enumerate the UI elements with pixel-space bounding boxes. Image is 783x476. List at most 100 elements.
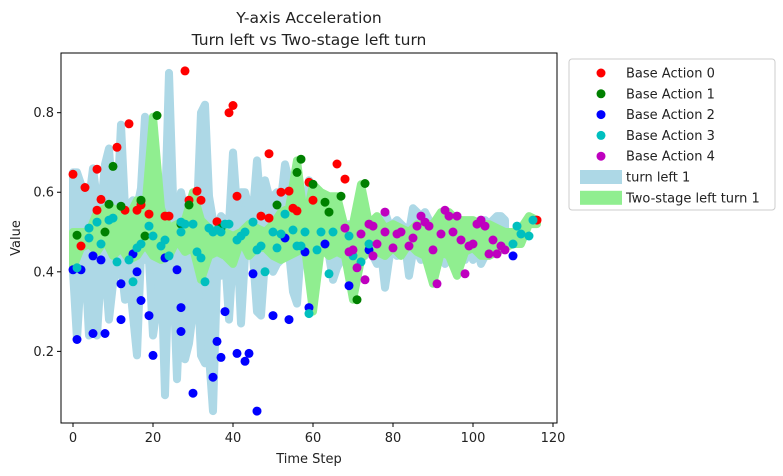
legend: Base Action 0Base Action 1Base Action 2B… bbox=[569, 59, 775, 210]
point-base-action-2 bbox=[213, 337, 222, 346]
x-tick-label: 120 bbox=[541, 431, 566, 446]
point-base-action-4 bbox=[381, 228, 390, 237]
point-base-action-4 bbox=[461, 269, 470, 278]
point-base-action-4 bbox=[469, 240, 478, 249]
point-base-action-4 bbox=[341, 224, 350, 233]
point-base-action-3 bbox=[189, 220, 198, 229]
legend-marker bbox=[597, 69, 606, 78]
y-axis: 0.2 0.4 0.6 0.8 bbox=[33, 106, 61, 360]
point-base-action-4 bbox=[397, 228, 406, 237]
x-tick-label: 80 bbox=[385, 431, 402, 446]
point-base-action-3 bbox=[517, 230, 526, 239]
point-base-action-1 bbox=[117, 202, 126, 211]
chart-title-group: Y-axis Acceleration Turn left vs Two-sta… bbox=[191, 9, 427, 49]
x-tick-label: 40 bbox=[225, 431, 242, 446]
legend-marker bbox=[597, 89, 606, 98]
point-base-action-0 bbox=[293, 206, 302, 215]
legend-label: Base Action 4 bbox=[626, 150, 715, 165]
legend-swatch bbox=[580, 170, 622, 184]
point-base-action-4 bbox=[449, 228, 458, 237]
point-base-action-2 bbox=[241, 357, 250, 366]
point-base-action-2 bbox=[149, 351, 158, 360]
legend-marker bbox=[597, 152, 606, 161]
y-tick-label: 0.4 bbox=[33, 265, 54, 280]
point-base-action-0 bbox=[77, 242, 86, 251]
point-base-action-3 bbox=[241, 228, 250, 237]
point-base-action-2 bbox=[285, 315, 294, 324]
point-base-action-4 bbox=[433, 279, 442, 288]
x-tick-label: 100 bbox=[461, 431, 486, 446]
point-base-action-4 bbox=[489, 236, 498, 245]
point-base-action-4 bbox=[381, 208, 390, 217]
point-base-action-4 bbox=[389, 243, 398, 252]
point-base-action-2 bbox=[269, 311, 278, 320]
point-base-action-3 bbox=[249, 218, 258, 227]
point-base-action-4 bbox=[453, 212, 462, 221]
point-base-action-2 bbox=[89, 251, 98, 260]
point-base-action-1 bbox=[185, 201, 194, 210]
point-base-action-0 bbox=[341, 175, 350, 184]
point-base-action-4 bbox=[429, 245, 438, 254]
point-base-action-2 bbox=[73, 335, 82, 344]
point-base-action-0 bbox=[125, 119, 134, 128]
point-base-action-0 bbox=[193, 187, 202, 196]
point-base-action-2 bbox=[117, 279, 126, 288]
point-base-action-0 bbox=[197, 196, 206, 205]
point-base-action-3 bbox=[525, 232, 534, 241]
point-base-action-3 bbox=[281, 210, 290, 219]
point-base-action-4 bbox=[457, 236, 466, 245]
point-base-action-3 bbox=[137, 240, 146, 249]
point-base-action-2 bbox=[137, 296, 146, 305]
point-base-action-0 bbox=[165, 212, 174, 221]
point-base-action-2 bbox=[101, 329, 110, 338]
point-base-action-0 bbox=[277, 188, 286, 197]
point-base-action-0 bbox=[333, 160, 342, 169]
point-base-action-4 bbox=[369, 251, 378, 260]
x-tick-label: 0 bbox=[69, 431, 77, 446]
x-axis-label: Time Step bbox=[275, 452, 342, 467]
point-base-action-3 bbox=[313, 245, 322, 254]
point-base-action-3 bbox=[365, 240, 374, 249]
point-base-action-3 bbox=[261, 267, 270, 276]
chart-title: Y-axis Acceleration bbox=[235, 9, 382, 27]
point-base-action-1 bbox=[273, 201, 282, 210]
point-base-action-3 bbox=[277, 230, 286, 239]
point-base-action-3 bbox=[297, 242, 306, 251]
point-base-action-3 bbox=[181, 220, 190, 229]
legend-label: Base Action 1 bbox=[626, 87, 715, 102]
point-base-action-3 bbox=[257, 242, 266, 251]
point-base-action-1 bbox=[309, 180, 318, 189]
point-base-action-4 bbox=[373, 240, 382, 249]
point-base-action-3 bbox=[317, 228, 326, 237]
point-base-action-1 bbox=[109, 162, 118, 171]
point-base-action-3 bbox=[301, 228, 310, 237]
point-base-action-0 bbox=[113, 143, 122, 152]
point-base-action-3 bbox=[145, 222, 154, 231]
point-base-action-3 bbox=[329, 228, 338, 237]
point-base-action-0 bbox=[81, 183, 90, 192]
point-base-action-4 bbox=[405, 242, 414, 251]
point-base-action-0 bbox=[93, 165, 102, 174]
point-base-action-3 bbox=[513, 222, 522, 231]
point-base-action-3 bbox=[197, 253, 206, 262]
point-base-action-2 bbox=[217, 353, 226, 362]
point-base-action-1 bbox=[325, 208, 334, 217]
point-base-action-4 bbox=[369, 222, 378, 231]
point-base-action-4 bbox=[481, 222, 490, 231]
point-base-action-3 bbox=[149, 232, 158, 241]
point-base-action-0 bbox=[285, 187, 294, 196]
point-base-action-1 bbox=[73, 231, 82, 240]
point-base-action-3 bbox=[85, 224, 94, 233]
point-base-action-3 bbox=[161, 236, 170, 245]
x-tick-label: 20 bbox=[145, 431, 162, 446]
point-base-action-1 bbox=[153, 111, 162, 120]
point-base-action-4 bbox=[485, 249, 494, 258]
point-base-action-3 bbox=[273, 243, 282, 252]
legend-label: turn left 1 bbox=[626, 171, 690, 186]
point-base-action-2 bbox=[209, 373, 218, 382]
point-base-action-4 bbox=[437, 230, 446, 239]
point-base-action-2 bbox=[345, 281, 354, 290]
point-base-action-2 bbox=[233, 349, 242, 358]
point-base-action-1 bbox=[141, 232, 150, 241]
point-base-action-0 bbox=[69, 170, 78, 179]
